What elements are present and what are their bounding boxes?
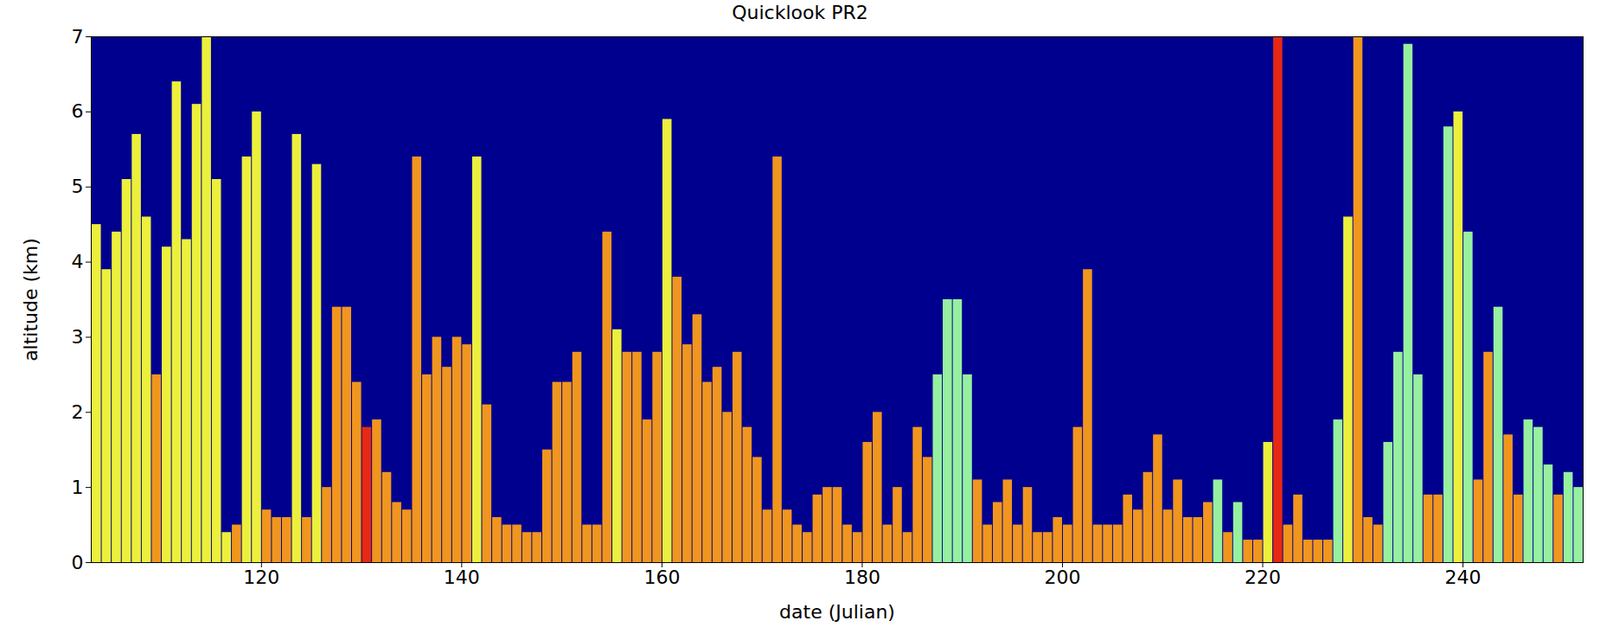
svg-text:0: 0 — [71, 551, 84, 574]
svg-text:120: 120 — [243, 566, 280, 589]
html-text:Quicklook PR2: Quicklook PR2 — [731, 1, 869, 24]
svg-text:1: 1 — [71, 476, 84, 499]
svg-text:5: 5 — [71, 175, 84, 198]
svg-text:240: 240 — [1445, 566, 1482, 589]
svg-text:220: 220 — [1244, 566, 1281, 589]
svg-text:3: 3 — [71, 326, 84, 348]
svg-text:180: 180 — [844, 566, 881, 589]
svg-text:140: 140 — [443, 566, 480, 589]
svg-text:200: 200 — [1043, 566, 1081, 589]
svg-text:altitude (km): altitude (km) — [19, 237, 42, 362]
svg-text:4: 4 — [71, 250, 84, 273]
svg-text:7: 7 — [71, 25, 84, 48]
svg-text:160: 160 — [643, 566, 680, 589]
svg-text:date (Julian): date (Julian) — [779, 601, 896, 623]
svg-text:2: 2 — [71, 401, 84, 423]
svg-text:6: 6 — [71, 100, 84, 122]
